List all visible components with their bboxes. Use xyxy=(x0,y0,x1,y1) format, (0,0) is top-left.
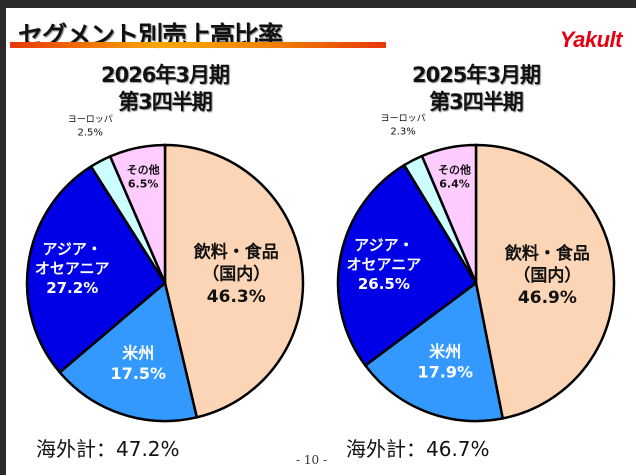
chart-title-2025: 2025年3月期 第3四半期 xyxy=(346,62,606,116)
slice-value-label: 46.9% xyxy=(518,288,577,308)
slice-category-label: ヨーロッパ xyxy=(381,113,426,124)
page-number: - 10 - xyxy=(296,453,328,467)
chart-title-2026: 2026年3月期 第3四半期 xyxy=(35,62,295,116)
chart-title-line1: 2026年3月期 xyxy=(100,63,230,87)
pie-slice xyxy=(163,143,305,419)
slice-category-label: （国内） xyxy=(202,264,270,285)
pie-slice xyxy=(474,143,616,420)
slice-category-label: （国内） xyxy=(513,265,581,286)
pie-slice xyxy=(108,143,167,284)
pie-slice xyxy=(363,280,505,423)
slice-value-label: 2.5% xyxy=(78,128,103,139)
pie-slice xyxy=(420,143,478,284)
slice-value-label: 17.9% xyxy=(417,363,473,382)
title-underline xyxy=(10,42,386,48)
slice-category-label: アジア・ xyxy=(354,236,413,254)
overseas-total-2026: 海外計：47.2% xyxy=(36,437,180,461)
slice-category-label: その他 xyxy=(438,162,471,176)
yakult-logo: Yakult xyxy=(559,27,623,52)
slice-value-label: 27.2% xyxy=(46,279,98,297)
slice-value-label: 26.5% xyxy=(358,275,410,293)
slice-category-label: オセアニア xyxy=(347,256,422,274)
slice-value-label: 2.3% xyxy=(390,127,415,138)
overseas-total-2025: 海外計：46.7% xyxy=(346,437,490,461)
slice-category-label: 飲料・食品 xyxy=(193,242,279,263)
slice-category-label: その他 xyxy=(127,162,160,176)
slice-category-label: オセアニア xyxy=(35,259,110,277)
pie-slice xyxy=(58,280,199,423)
slice-category-label: 米州 xyxy=(429,342,461,361)
slice-category-label: アジア・ xyxy=(43,240,102,258)
slice-category-label: ヨーロッパ xyxy=(68,114,113,125)
slice-category-label: 米州 xyxy=(122,343,154,362)
pie-slice xyxy=(25,164,167,375)
chart-title-line2: 第3四半期 xyxy=(429,90,524,114)
chart-title-line2: 第3四半期 xyxy=(118,90,213,114)
slice-value-label: 6.4% xyxy=(439,178,470,191)
slice-category-label: 飲料・食品 xyxy=(504,243,590,264)
slice-value-label: 17.5% xyxy=(111,364,167,383)
slice-value-label: 46.3% xyxy=(207,287,266,307)
slice-value-label: 6.5% xyxy=(128,178,159,191)
chart-title-line1: 2025年3月期 xyxy=(411,63,541,87)
pie-slice xyxy=(336,163,478,368)
